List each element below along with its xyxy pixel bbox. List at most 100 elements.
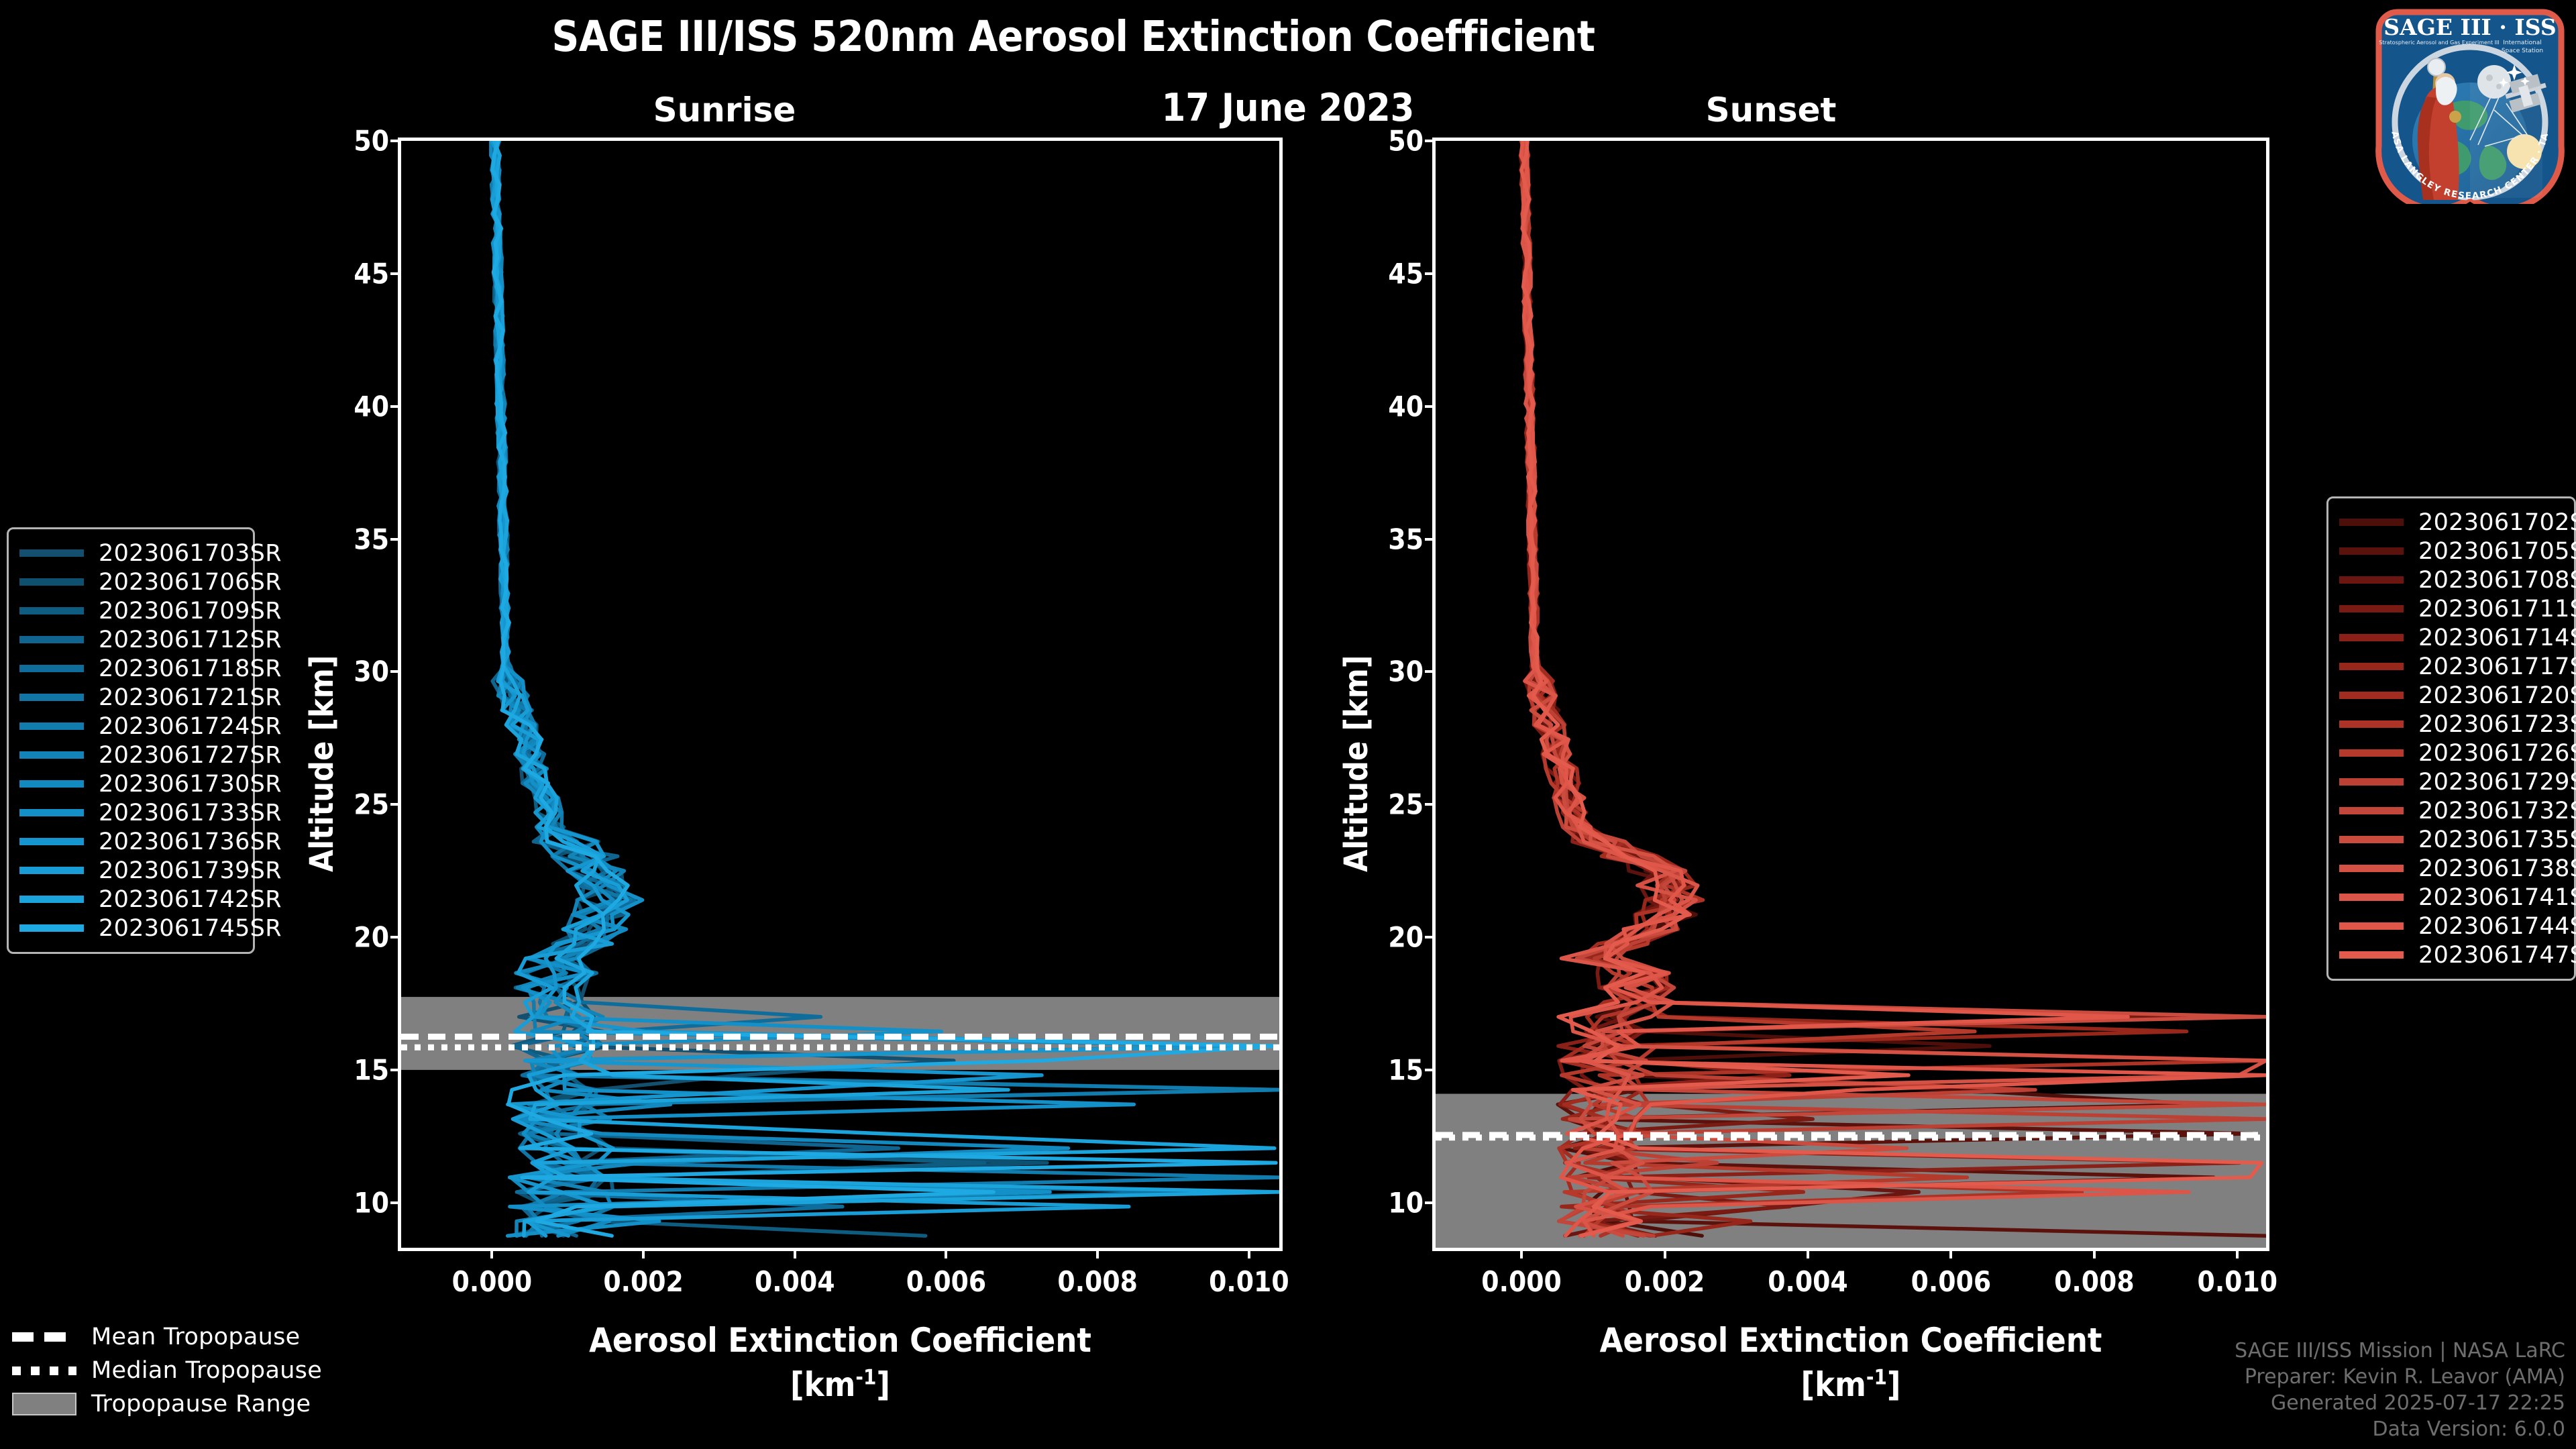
legend-item[interactable]: 2023061712SR (19, 625, 282, 654)
legend-item[interactable]: 2023061724SR (19, 712, 282, 741)
legend-label: 2023061714SS (2418, 624, 2576, 651)
legend-item[interactable]: 2023061729SS (2339, 767, 2576, 796)
y-axis-tick-mark (390, 537, 401, 541)
extinction-profile-line (494, 141, 1279, 1236)
patch-subtitle-right-2: Space Station (2502, 48, 2543, 54)
y-axis-tick-label: 25 (1388, 788, 1424, 821)
legend-color-swatch (19, 838, 84, 845)
legend-label: 2023061744SS (2418, 912, 2576, 940)
y-axis-tick-mark (390, 1068, 401, 1071)
y-axis-tick-mark (1425, 405, 1436, 408)
y-axis-tick-mark (390, 272, 401, 275)
legend-sunset[interactable]: 2023061702SS2023061705SS2023061708SS2023… (2326, 496, 2576, 981)
y-axis-tick-label: 40 (1388, 390, 1424, 423)
legend-item[interactable]: 2023061742SR (19, 885, 282, 914)
legend-item[interactable]: 2023061747SS (2339, 941, 2576, 969)
y-axis-tick-mark (390, 1201, 401, 1204)
y-axis-tick-label: 30 (1388, 655, 1424, 688)
legend-label: 2023061703SR (99, 539, 282, 567)
y-axis-tick-mark (1425, 936, 1436, 939)
legend-item[interactable]: 2023061726SS (2339, 739, 2576, 767)
legend-label: 2023061724SR (99, 712, 282, 740)
x-axis-label-sunset-text: Aerosol Extinction Coefficient (1599, 1321, 2102, 1360)
plot-area-sunset (1436, 141, 2266, 1248)
legend-color-swatch (2339, 865, 2404, 872)
legend-color-swatch (2339, 807, 2404, 814)
legend-item[interactable]: 2023061732SS (2339, 796, 2576, 825)
y-axis-tick-label: 45 (1388, 257, 1424, 290)
legend-color-swatch (2339, 922, 2404, 930)
legend-item[interactable]: 2023061720SS (2339, 681, 2576, 710)
legend-label: 2023061732SS (2418, 797, 2576, 824)
legend-color-swatch (2339, 951, 2404, 959)
legend-item[interactable]: 2023061705SS (2339, 537, 2576, 566)
patch-title: SAGE III · ISS (2383, 14, 2556, 40)
page-title: SAGE III/ISS 520nm Aerosol Extinction Co… (551, 12, 1595, 61)
legend-color-swatch (19, 636, 84, 643)
legend-label: 2023061742SR (99, 885, 282, 913)
legend-item[interactable]: 2023061718SR (19, 654, 282, 683)
credit-preparer: Preparer: Kevin R. Leavor (AMA) (2244, 1365, 2565, 1389)
legend-label-tropopause-range: Tropopause Range (91, 1391, 311, 1417)
legend-label: 2023061735SS (2418, 826, 2576, 853)
legend-item[interactable]: 2023061711SS (2339, 594, 2576, 623)
legend-label: 2023061741SS (2418, 883, 2576, 911)
legend-item[interactable]: 2023061739SR (19, 856, 282, 885)
legend-item[interactable]: 2023061727SR (19, 741, 282, 769)
legend-tropopause: Mean Tropopause Median Tropopause Tropop… (12, 1320, 322, 1421)
y-axis-tick-mark (1425, 140, 1436, 142)
patch-subtitle-left: Stratospheric Aerosol and Gas Experiment… (2379, 40, 2499, 46)
legend-item[interactable]: 2023061723SS (2339, 710, 2576, 739)
legend-item[interactable]: 2023061744SS (2339, 912, 2576, 941)
legend-color-swatch (19, 549, 84, 557)
legend-label: 2023061712SR (99, 626, 282, 653)
legend-item[interactable]: 2023061745SR (19, 914, 282, 943)
x-axis-tick-mark (945, 1248, 948, 1258)
range-patch-icon (12, 1393, 76, 1415)
y-axis-tick-mark (390, 405, 401, 408)
legend-color-swatch (2339, 663, 2404, 670)
y-axis-tick-label: 10 (354, 1186, 389, 1220)
legend-item[interactable]: 2023061702SS (2339, 508, 2576, 537)
patch-subtitle-right-1: International (2503, 40, 2541, 46)
legend-item[interactable]: 2023061730SR (19, 769, 282, 798)
y-axis-tick-mark (1425, 803, 1436, 806)
legend-color-swatch (2339, 547, 2404, 555)
legend-item[interactable]: 2023061703SR (19, 539, 282, 568)
plot-area-sunrise (401, 141, 1279, 1248)
legend-item[interactable]: 2023061706SR (19, 568, 282, 596)
legend-item[interactable]: 2023061738SS (2339, 854, 2576, 883)
x-axis-tick-label: 0.006 (906, 1265, 987, 1298)
legend-item[interactable]: 2023061741SS (2339, 883, 2576, 912)
x-axis-tick-mark (1096, 1248, 1099, 1258)
legend-item[interactable]: 2023061717SS (2339, 652, 2576, 681)
legend-item[interactable]: 2023061708SS (2339, 566, 2576, 594)
legend-item[interactable]: 2023061735SS (2339, 825, 2576, 854)
legend-item[interactable]: 2023061733SR (19, 798, 282, 827)
extinction-profile-line (492, 141, 1128, 1236)
legend-color-swatch (2339, 605, 2404, 612)
sage-iii-iss-mission-patch-logo: SAGE III · ISS Stratospheric Aerosol and… (2365, 0, 2571, 212)
legend-item[interactable]: 2023061709SR (19, 596, 282, 625)
y-axis-tick-label: 20 (1388, 920, 1424, 954)
legend-sunrise[interactable]: 2023061703SR 2023061706SR 2023061709SR 2023… (7, 527, 282, 954)
legend-label: 2023061720SS (2418, 682, 2576, 709)
x-axis-tick-mark (1663, 1248, 1666, 1258)
y-axis-tick-label: 15 (1388, 1053, 1424, 1087)
legend-label: 2023061736SR (99, 828, 282, 855)
legend-color-swatch (19, 809, 84, 816)
legend-item[interactable]: 2023061721SR (19, 683, 282, 712)
legend-color-swatch (2339, 634, 2404, 641)
plot-panel-sunrise: 10 15 20 25 30 35 40 45 50 0.000 0.002 0.004 0.006 0.… (354, 125, 1289, 1299)
legend-color-swatch (2339, 778, 2404, 786)
sage-figure-icon (2417, 58, 2461, 200)
legend-item[interactable]: 2023061714SS (2339, 623, 2576, 652)
legend-label: 2023061717SS (2418, 653, 2576, 680)
legend-label: 2023061708SS (2418, 566, 2576, 594)
extinction-profile-line (1521, 141, 2261, 1236)
plot-panel-sunset: 10 15 20 25 30 35 40 45 50 0.000 0.002 0.004 0.006 0.… (1388, 125, 2277, 1299)
extinction-profile-line (494, 141, 1199, 1236)
legend-item[interactable]: 2023061736SR (19, 827, 282, 856)
x-axis-tick-label: 0.002 (1624, 1265, 1705, 1298)
legend-color-swatch (19, 578, 84, 586)
